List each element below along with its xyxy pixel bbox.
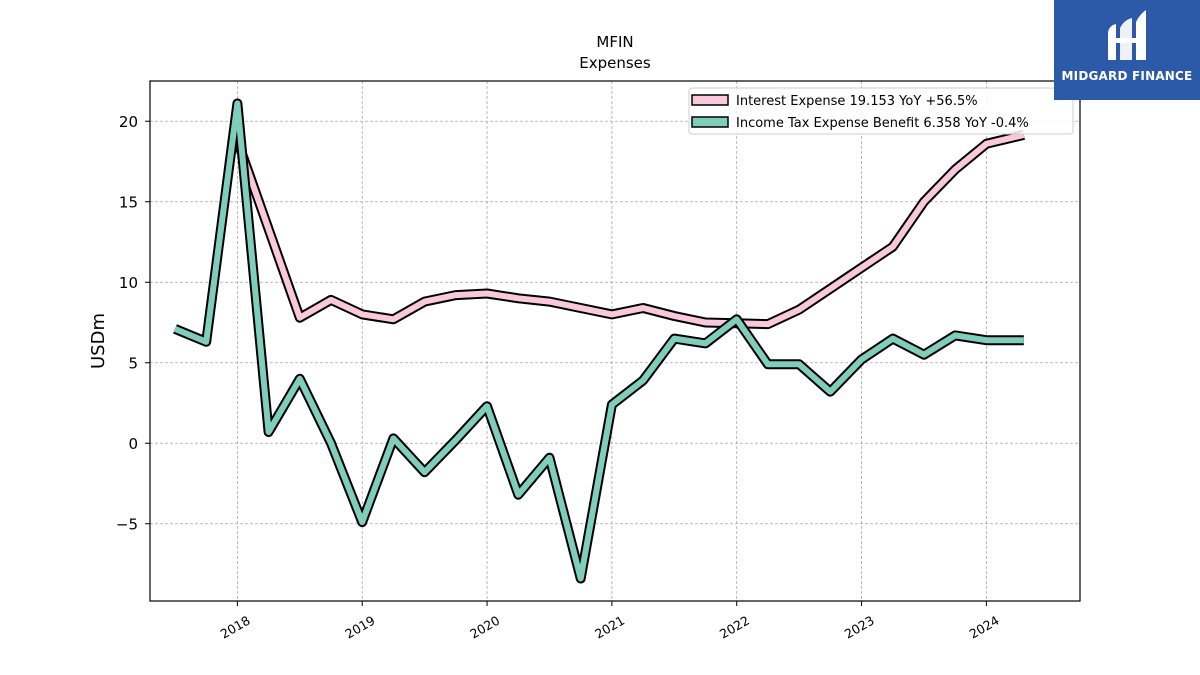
y-tick-label: 0 — [128, 435, 138, 453]
plot-frame — [149, 80, 1081, 602]
x-tick-label: 2023 — [842, 613, 877, 642]
legend-swatch — [691, 94, 729, 106]
midgard-logo: MIDGARD FINANCE — [1054, 0, 1200, 100]
y-tick-label: 10 — [119, 274, 138, 292]
y-tick-label: 20 — [119, 113, 138, 131]
logo-text: MIDGARD FINANCE — [1061, 69, 1193, 83]
x-tick-label: 2021 — [592, 613, 627, 642]
legend: Interest Expense 19.153 YoY +56.5% Income… — [688, 87, 1074, 135]
x-tick-label: 2024 — [967, 613, 1002, 642]
x-tick-label: 2020 — [467, 613, 502, 642]
chart-title: MFIN — [596, 33, 633, 51]
axes: −5 0 5 10 15 20 2018 2019 2020 2021 2022 2023 2024 — [116, 113, 1002, 641]
series-1 — [173, 98, 1024, 584]
x-tick-label: 2018 — [218, 613, 253, 642]
series-0 — [232, 130, 1025, 330]
y-tick-label: −5 — [116, 516, 138, 534]
x-tick-label: 2022 — [717, 613, 752, 642]
y-axis-label: USDm — [88, 313, 109, 369]
series-line — [234, 131, 1025, 328]
legend-label: Interest Expense 19.153 YoY +56.5% — [736, 94, 978, 109]
midgard-logo-icon — [1108, 10, 1146, 60]
chart-subtitle: Expenses — [579, 54, 651, 72]
legend-box — [688, 87, 1074, 135]
plot-lines — [173, 98, 1025, 584]
y-tick-label: 5 — [128, 355, 138, 373]
series-line — [173, 100, 1024, 582]
legend-swatch — [691, 116, 729, 128]
legend-label: Income Tax Expense Benefit 6.358 YoY -0.… — [736, 116, 1029, 131]
y-tick-label: 15 — [119, 194, 138, 212]
x-tick-label: 2019 — [342, 613, 377, 642]
